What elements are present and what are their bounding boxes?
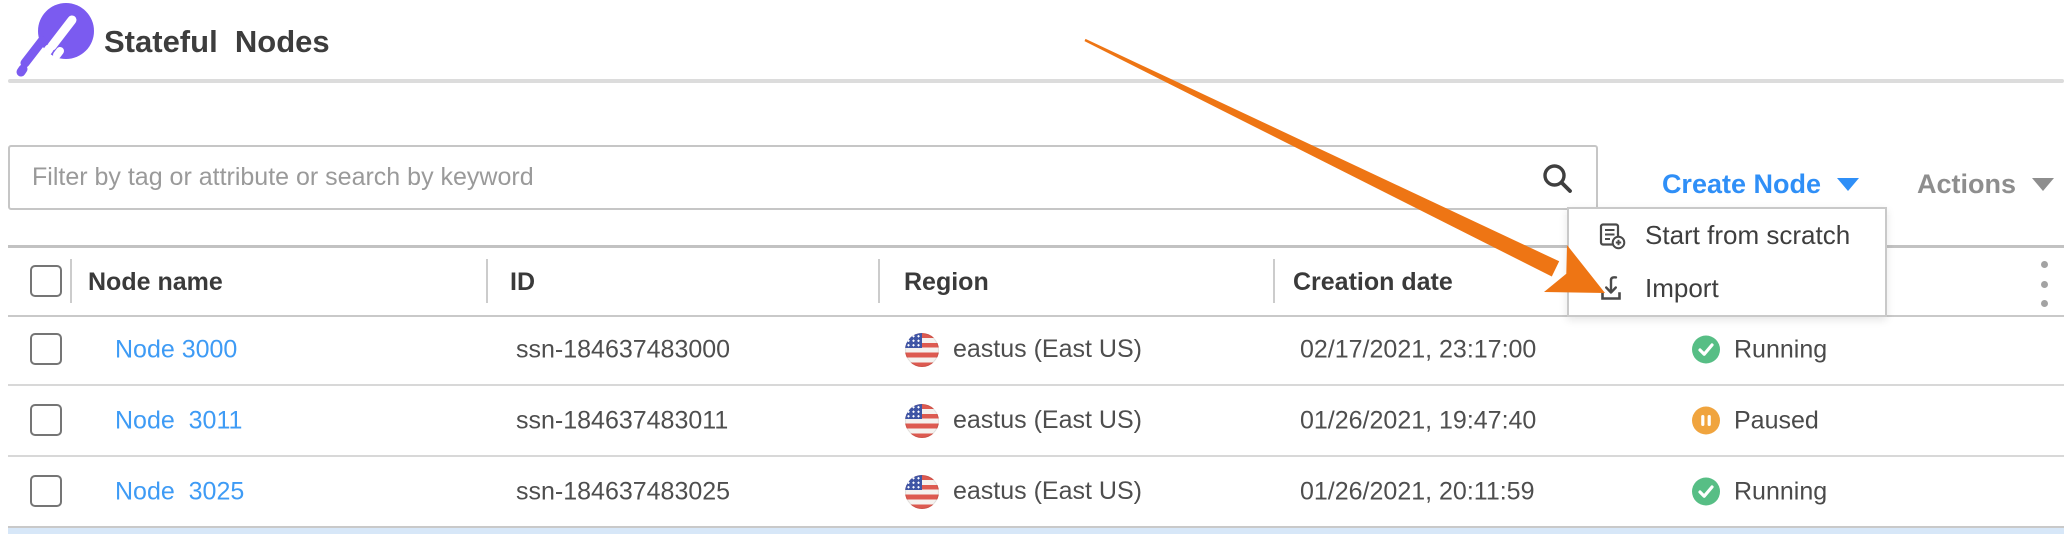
region-text: eastus (East US) <box>953 477 1142 505</box>
column-separator <box>70 259 72 303</box>
column-header-id[interactable]: ID <box>510 267 535 296</box>
filter-search-box <box>8 145 1598 210</box>
divider <box>8 384 2064 386</box>
import-icon <box>1597 274 1627 304</box>
create-node-button[interactable]: Create Node <box>1662 169 1859 200</box>
create-node-dropdown-menu: Start from scratch Import <box>1567 207 1887 317</box>
node-name-link[interactable]: Node 3025 <box>115 477 245 505</box>
menu-item-label: Start from scratch <box>1645 220 1851 250</box>
divider <box>8 526 2064 528</box>
row-checkbox[interactable] <box>30 333 62 365</box>
select-all-checkbox[interactable] <box>30 265 62 297</box>
region-text: eastus (East US) <box>953 406 1142 434</box>
column-separator <box>486 259 488 303</box>
creation-date: 02/17/2021, 23:17:00 <box>1300 335 1537 363</box>
divider <box>8 455 2064 457</box>
us-flag-icon <box>905 403 939 438</box>
table-row: Node 3000 ssn-184637483000 eastus (East … <box>8 315 2064 384</box>
node-name-link[interactable]: Node 3000 <box>115 335 238 363</box>
chevron-down-icon <box>1836 177 1859 191</box>
page-title: Stateful Nodes <box>104 24 330 59</box>
table-options-kebab-icon[interactable] <box>2040 261 2048 307</box>
status-text: Running <box>1734 335 1828 363</box>
actions-label: Actions <box>1916 168 2016 199</box>
column-separator <box>1273 259 1275 303</box>
column-header-region[interactable]: Region <box>904 267 989 296</box>
creation-date: 01/26/2021, 19:47:40 <box>1300 406 1537 434</box>
status-text: Running <box>1734 477 1828 505</box>
row-checkbox[interactable] <box>30 404 62 436</box>
us-flag-icon <box>905 332 939 367</box>
table-row: Node 3025 ssn-184637483025 eastus (East … <box>8 457 2064 526</box>
create-node-label: Create Node <box>1661 168 1821 199</box>
next-row-highlight <box>8 528 2064 534</box>
divider <box>8 315 2064 317</box>
toolbar-actions: Create Node Actions <box>1662 163 2054 205</box>
node-id: ssn-184637483025 <box>516 477 731 505</box>
status-running-icon <box>1692 335 1720 364</box>
status-text: Paused <box>1734 406 1819 434</box>
row-checkbox[interactable] <box>30 475 62 507</box>
node-id: ssn-184637483000 <box>516 335 731 363</box>
menu-item-import[interactable]: Import <box>1569 262 1885 315</box>
menu-item-start-from-scratch[interactable]: Start from scratch <box>1569 209 1885 262</box>
search-icon[interactable] <box>1540 161 1576 202</box>
column-header-node-name[interactable]: Node name <box>88 267 223 296</box>
region-text: eastus (East US) <box>953 335 1142 363</box>
node-name-link[interactable]: Node 3011 <box>115 406 243 434</box>
chevron-down-icon <box>2032 177 2054 191</box>
document-add-icon <box>1597 221 1627 251</box>
divider <box>8 245 2064 248</box>
table-row: Node 3011 ssn-184637483011 eastus (East … <box>8 386 2064 455</box>
header-divider <box>8 79 2064 83</box>
menu-item-label: Import <box>1645 273 1719 303</box>
actions-button[interactable]: Actions <box>1917 169 2054 200</box>
column-separator <box>878 259 880 303</box>
node-id: ssn-184637483011 <box>516 406 729 434</box>
status-running-icon <box>1692 477 1720 506</box>
creation-date: 01/26/2021, 20:11:59 <box>1300 477 1535 505</box>
us-flag-icon <box>905 474 939 509</box>
status-paused-icon <box>1692 406 1720 435</box>
column-header-creation-date[interactable]: Creation date <box>1293 267 1453 296</box>
search-input[interactable] <box>10 147 1596 208</box>
app-logo-icon <box>16 3 94 77</box>
